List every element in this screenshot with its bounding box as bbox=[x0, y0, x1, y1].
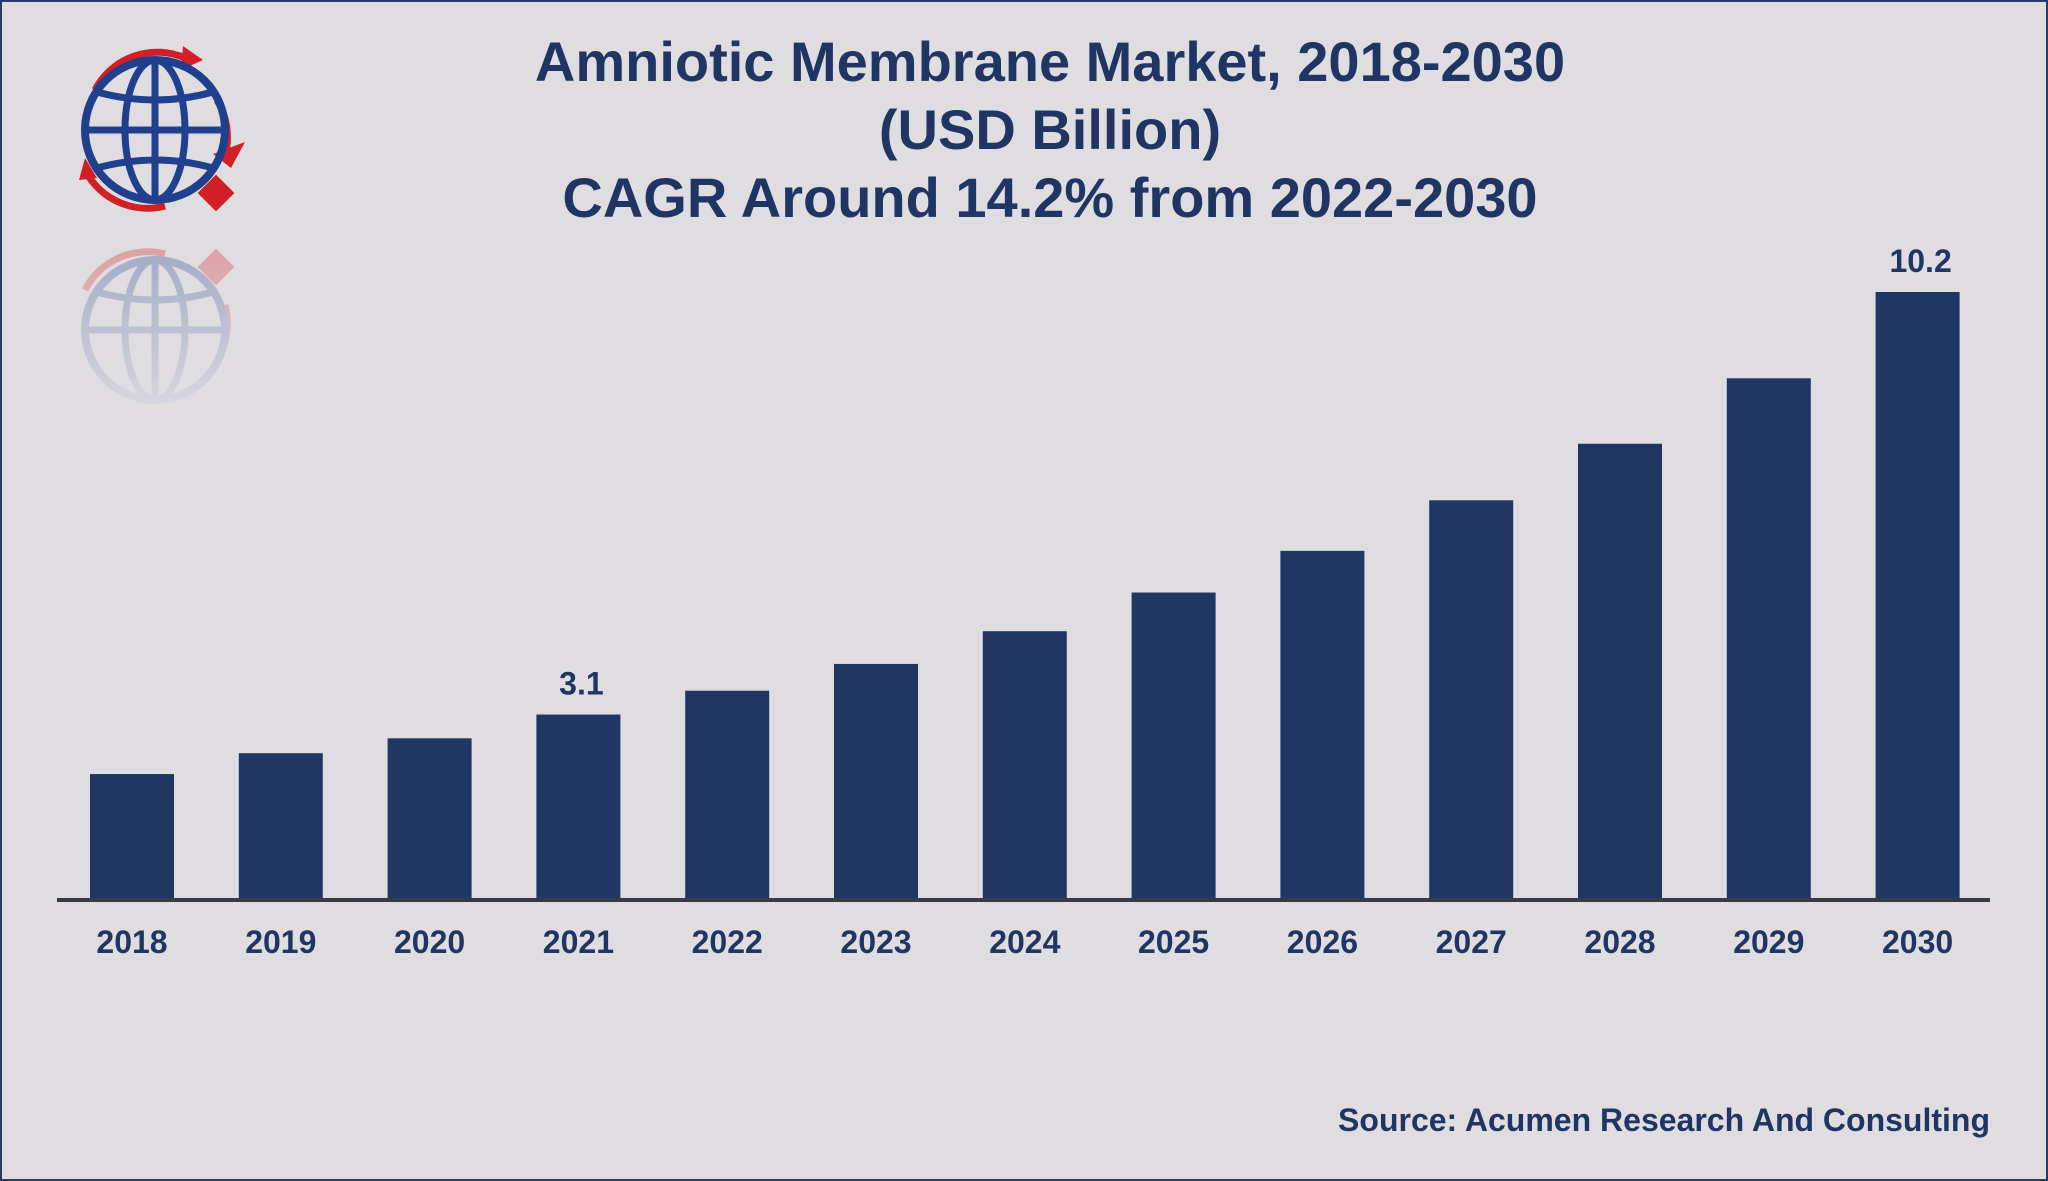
bar-2022 bbox=[685, 690, 770, 899]
bar-2024 bbox=[982, 631, 1067, 899]
chart-title: Amniotic Membrane Market, 2018-2030 (USD… bbox=[300, 28, 1800, 232]
x-tick-label-2030: 2030 bbox=[1882, 924, 1953, 960]
bar-2019 bbox=[238, 753, 323, 899]
bar-2018 bbox=[90, 774, 174, 899]
bar-2027 bbox=[1429, 500, 1514, 899]
bar-2020 bbox=[387, 738, 472, 899]
x-tick-label-2029: 2029 bbox=[1733, 924, 1804, 960]
x-tick-label-2022: 2022 bbox=[692, 924, 763, 960]
title-line-1: Amniotic Membrane Market, 2018-2030 bbox=[534, 30, 1566, 93]
x-tick-label-2024: 2024 bbox=[989, 924, 1060, 960]
bar-2026 bbox=[1280, 550, 1365, 899]
bar-2025 bbox=[1131, 592, 1216, 899]
x-tick-label-2023: 2023 bbox=[840, 924, 911, 960]
title-line-2: (USD Billion) bbox=[878, 98, 1222, 161]
bar-2028 bbox=[1578, 443, 1662, 899]
x-tick-label-2025: 2025 bbox=[1138, 924, 1209, 960]
data-label-2030: 10.2 bbox=[1889, 243, 1951, 279]
source-note: Source: Acumen Research And Consulting bbox=[1338, 1102, 1990, 1138]
bar-2023 bbox=[834, 663, 918, 899]
x-tick-label-2018: 2018 bbox=[96, 924, 167, 960]
bar-2021 bbox=[536, 714, 621, 899]
title-line-3: CAGR Around 14.2% from 2022-2030 bbox=[562, 166, 1538, 229]
x-tick-label-2020: 2020 bbox=[394, 924, 465, 960]
x-tick-label-2026: 2026 bbox=[1287, 924, 1358, 960]
globe-logo-icon bbox=[79, 46, 245, 212]
x-tick-label-2021: 2021 bbox=[543, 924, 614, 960]
x-tick-label-2027: 2027 bbox=[1436, 924, 1507, 960]
globe-logo-reflection-icon bbox=[81, 248, 235, 404]
data-label-2021: 3.1 bbox=[559, 666, 603, 702]
bar-2029 bbox=[1726, 378, 1811, 900]
x-tick-label-2019: 2019 bbox=[245, 924, 316, 960]
x-tick-label-2028: 2028 bbox=[1584, 924, 1655, 960]
bar-2030 bbox=[1875, 292, 1960, 899]
